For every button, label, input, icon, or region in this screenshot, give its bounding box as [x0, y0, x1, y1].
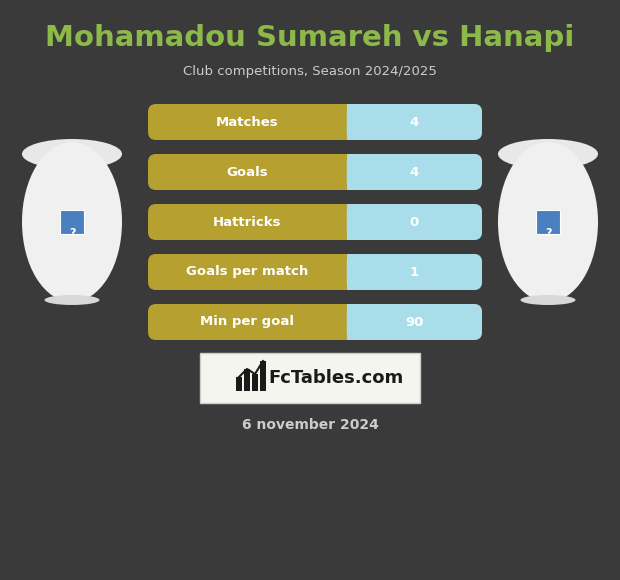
- FancyBboxPatch shape: [200, 353, 420, 403]
- FancyBboxPatch shape: [347, 104, 482, 140]
- FancyBboxPatch shape: [347, 154, 482, 190]
- FancyBboxPatch shape: [347, 204, 394, 240]
- FancyBboxPatch shape: [347, 204, 482, 240]
- FancyBboxPatch shape: [148, 154, 482, 190]
- FancyBboxPatch shape: [536, 210, 560, 234]
- Text: ?: ?: [69, 228, 75, 238]
- FancyBboxPatch shape: [347, 304, 482, 340]
- Text: Mohamadou Sumareh vs Hanapi: Mohamadou Sumareh vs Hanapi: [45, 24, 575, 52]
- Text: Club competitions, Season 2024/2025: Club competitions, Season 2024/2025: [183, 66, 437, 78]
- FancyBboxPatch shape: [347, 254, 394, 290]
- Text: Min per goal: Min per goal: [200, 316, 294, 328]
- FancyBboxPatch shape: [252, 374, 258, 391]
- Text: Goals per match: Goals per match: [186, 266, 309, 278]
- FancyBboxPatch shape: [236, 377, 242, 391]
- Ellipse shape: [500, 221, 595, 239]
- Ellipse shape: [45, 295, 99, 305]
- Ellipse shape: [521, 295, 575, 305]
- FancyBboxPatch shape: [60, 210, 84, 234]
- Ellipse shape: [22, 142, 122, 302]
- FancyBboxPatch shape: [148, 304, 482, 340]
- Text: 90: 90: [405, 316, 423, 328]
- FancyBboxPatch shape: [148, 104, 482, 140]
- Text: Hattricks: Hattricks: [213, 216, 281, 229]
- FancyBboxPatch shape: [347, 254, 482, 290]
- Text: 0: 0: [410, 216, 419, 229]
- Text: ?: ?: [545, 228, 551, 238]
- FancyBboxPatch shape: [244, 369, 250, 391]
- Ellipse shape: [22, 139, 122, 169]
- Text: 6 november 2024: 6 november 2024: [242, 418, 378, 432]
- Text: 4: 4: [410, 115, 419, 129]
- Text: 1: 1: [410, 266, 419, 278]
- Ellipse shape: [498, 139, 598, 169]
- FancyBboxPatch shape: [347, 304, 394, 340]
- FancyBboxPatch shape: [347, 104, 394, 140]
- FancyBboxPatch shape: [347, 154, 394, 190]
- Text: FcTables.com: FcTables.com: [268, 369, 404, 387]
- Ellipse shape: [25, 221, 120, 239]
- Text: 4: 4: [410, 165, 419, 179]
- Text: Matches: Matches: [216, 115, 278, 129]
- FancyBboxPatch shape: [260, 361, 266, 391]
- Ellipse shape: [498, 142, 598, 302]
- Text: Goals: Goals: [226, 165, 268, 179]
- FancyBboxPatch shape: [148, 204, 482, 240]
- FancyBboxPatch shape: [148, 254, 482, 290]
